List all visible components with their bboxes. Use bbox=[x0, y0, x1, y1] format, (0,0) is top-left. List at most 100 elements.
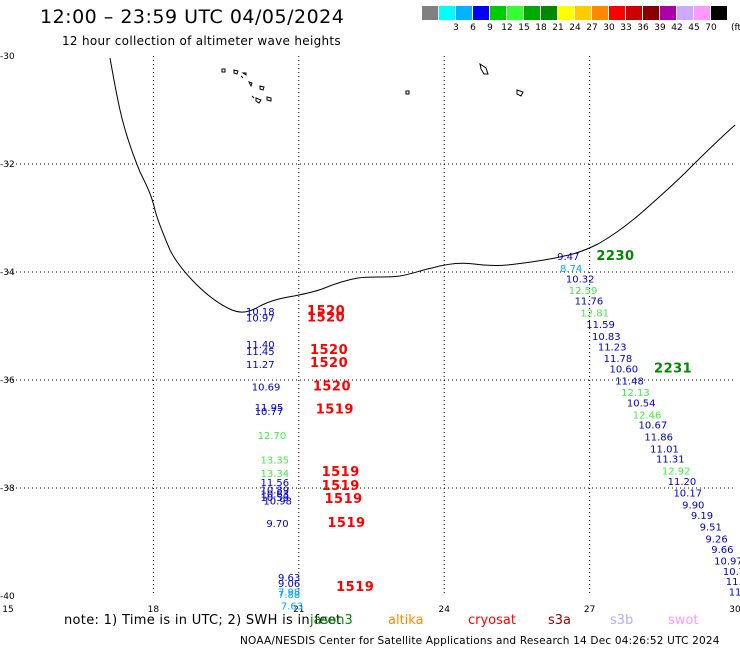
wave-height-value: 11 bbox=[729, 587, 740, 598]
wave-height-value: 11.40 bbox=[246, 340, 275, 351]
wave-height-value: 11.23 bbox=[598, 342, 627, 353]
legend-label: 70 bbox=[705, 23, 717, 33]
legend-swatch bbox=[507, 6, 523, 20]
south-africa-coastline bbox=[109, 57, 736, 313]
wave-height-value: 10.63 bbox=[261, 490, 290, 501]
wave-height-value: 9.06 bbox=[278, 579, 300, 590]
lon-tick-label: 27 bbox=[584, 605, 595, 615]
satellite-legend-swot: swot bbox=[668, 613, 699, 628]
wave-height-value: 10.59 bbox=[261, 493, 290, 504]
lat-tick-label: -40 bbox=[0, 592, 15, 602]
wave-height-value: 11.56 bbox=[261, 478, 290, 489]
wave-height-value: 11.01 bbox=[650, 444, 679, 455]
wave-height-value: 10.18 bbox=[246, 307, 275, 318]
wave-height-value: 10.97 bbox=[714, 557, 740, 568]
pass-time-label: 1519 bbox=[324, 492, 362, 507]
lat-tick-label: -32 bbox=[0, 160, 15, 170]
pass-time-label: 1519 bbox=[327, 516, 365, 531]
wave-height-value: 12.81 bbox=[580, 308, 609, 319]
wave-height-value: 12.13 bbox=[621, 388, 650, 399]
legend-label: 30 bbox=[603, 23, 615, 33]
pass-time-label: 2231 bbox=[654, 361, 692, 376]
pass-time-label: 1519 bbox=[336, 580, 374, 595]
wave-height-value: 9.70 bbox=[266, 519, 288, 530]
legend-swatch bbox=[558, 6, 574, 20]
legend-swatch bbox=[592, 6, 608, 20]
pass-time-label: 1520 bbox=[313, 379, 351, 394]
wave-height-value: 9.47 bbox=[557, 252, 579, 263]
wave-height-value: 11.78 bbox=[604, 354, 633, 365]
legend-swatch bbox=[677, 6, 693, 20]
legend-label: 6 bbox=[470, 23, 476, 33]
wave-height-value: 12.70 bbox=[258, 431, 287, 442]
satellite-legend-jason3: jason3 bbox=[310, 613, 353, 628]
legend-label: 36 bbox=[637, 23, 649, 33]
wave-height-value: 10.17 bbox=[673, 489, 702, 500]
legend-swatch bbox=[524, 6, 540, 20]
wave-height-value: 11.20 bbox=[668, 477, 697, 488]
legend-label: 15 bbox=[518, 23, 530, 33]
wave-height-value: 10.69 bbox=[252, 382, 281, 393]
lon-tick-label: 15 bbox=[2, 605, 13, 615]
legend-label: 24 bbox=[569, 23, 581, 33]
legend-label: 33 bbox=[620, 23, 632, 33]
wave-height-value: 7.88 bbox=[278, 590, 300, 601]
satellite-legend-cryosat: cryosat bbox=[468, 613, 516, 628]
legend-label: 45 bbox=[688, 23, 700, 33]
legend-swatch bbox=[575, 6, 591, 20]
wave-height-value: 10.83 bbox=[592, 332, 621, 343]
legend-swatch bbox=[456, 6, 472, 20]
wave-height-value: 10.67 bbox=[639, 421, 668, 432]
pass-time-label: 1519 bbox=[322, 465, 360, 480]
wave-height-value: 10.32 bbox=[566, 274, 595, 285]
credits-footer: NOAA/NESDIS Center for Satellite Applica… bbox=[240, 635, 720, 647]
pass-time-label: 1520 bbox=[307, 304, 345, 319]
legend-swatch bbox=[660, 6, 676, 20]
wave-height-value: 10.98 bbox=[263, 497, 292, 508]
map-grid bbox=[8, 56, 735, 596]
pass-time-label: 1520 bbox=[307, 311, 345, 326]
wave-height-value: 11.27 bbox=[246, 360, 275, 371]
legend-label: 39 bbox=[654, 23, 666, 33]
wave-height-value: 11.86 bbox=[644, 432, 673, 443]
wave-height-value: 11.3 bbox=[726, 577, 740, 588]
wave-height-value: 12.59 bbox=[569, 286, 598, 297]
legend-swatch bbox=[694, 6, 710, 20]
legend-label: 27 bbox=[586, 23, 598, 33]
page-subtitle: 12 hour collection of altimeter wave hei… bbox=[62, 34, 341, 48]
wave-height-value: 10.60 bbox=[609, 364, 638, 375]
legend-swatch bbox=[541, 6, 557, 20]
legend-swatch bbox=[422, 6, 438, 20]
wave-height-value: 7.63 bbox=[281, 602, 303, 613]
satellite-legend-altika: altika bbox=[388, 613, 424, 628]
legend-label: 21 bbox=[552, 23, 564, 33]
wave-height-value: 9.19 bbox=[691, 511, 713, 522]
pass-time-label: 1519 bbox=[322, 479, 360, 494]
legend-swatch bbox=[439, 6, 455, 20]
wave-height-value: 12.92 bbox=[662, 467, 691, 478]
wave-height-value: 10.73 bbox=[723, 567, 740, 578]
wave-height-value: 13.35 bbox=[261, 456, 290, 467]
lon-tick-label: 24 bbox=[438, 605, 450, 615]
wave-height-value: 11.48 bbox=[615, 376, 644, 387]
wave-height-value: 9.66 bbox=[711, 545, 733, 556]
wave-height-value: 11.76 bbox=[575, 296, 604, 307]
pass-time-label: 1520 bbox=[310, 343, 348, 358]
wave-height-value: 11.31 bbox=[656, 455, 685, 466]
islands bbox=[221, 62, 524, 104]
wave-height-value: 13.34 bbox=[261, 469, 290, 480]
lon-tick-label: 21 bbox=[293, 605, 304, 615]
legend-swatch bbox=[711, 6, 727, 20]
legend-swatch bbox=[490, 6, 506, 20]
lat-tick-label: -34 bbox=[0, 268, 15, 278]
legend-swatch bbox=[626, 6, 642, 20]
lat-tick-label: -38 bbox=[0, 484, 15, 494]
legend-label: 9 bbox=[487, 23, 493, 33]
satellite-legend-s3b: s3b bbox=[610, 613, 634, 628]
legend-label: 18 bbox=[535, 23, 547, 33]
pass-time-label: 2230 bbox=[596, 249, 634, 264]
wave-height-value: 9.26 bbox=[705, 535, 727, 546]
wave-height-value: 7.98 bbox=[278, 587, 300, 598]
legend-swatch bbox=[609, 6, 625, 20]
